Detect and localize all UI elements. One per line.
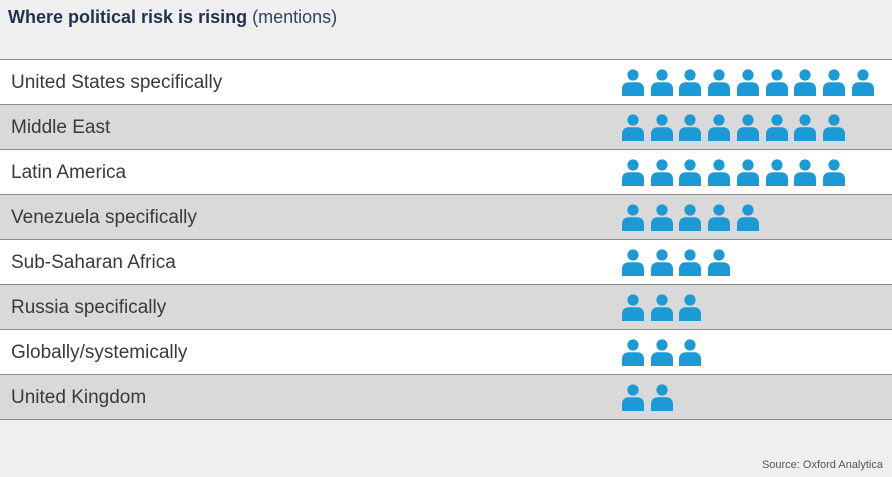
row-label: United States specifically — [11, 72, 223, 93]
person-icon — [622, 294, 644, 321]
person-icon — [708, 69, 731, 96]
person-icon — [708, 159, 731, 186]
person-icon — [679, 114, 702, 141]
person-icon — [650, 69, 673, 96]
icon-track — [622, 384, 888, 411]
person-icon — [822, 69, 845, 96]
row-label: Middle East — [11, 117, 111, 138]
person-icon — [822, 159, 845, 186]
person-icon — [679, 69, 702, 96]
chart-row: Venezuela specifically — [0, 195, 892, 240]
person-icon — [679, 249, 702, 276]
person-icon — [794, 114, 817, 141]
person-icon — [650, 384, 673, 411]
person-icon — [765, 69, 788, 96]
person-icon — [650, 114, 673, 141]
person-icon — [679, 204, 702, 231]
chart-row: Globally/systemically — [0, 330, 892, 375]
row-label: Sub-Saharan Africa — [11, 252, 176, 273]
person-icon — [622, 114, 644, 141]
pictograph-rows: United States specifically Middle East Lat… — [0, 59, 892, 420]
person-icon — [736, 159, 759, 186]
person-icon — [622, 204, 644, 231]
chart-row: Sub-Saharan Africa — [0, 240, 892, 285]
person-icon — [679, 294, 702, 321]
person-icon — [851, 69, 874, 96]
person-icon — [622, 249, 644, 276]
person-icon — [622, 339, 644, 366]
row-label: Venezuela specifically — [11, 207, 197, 228]
person-icon — [650, 249, 673, 276]
icon-track — [622, 204, 888, 231]
chart-title-main: Where political risk is rising — [8, 7, 248, 27]
person-icon — [822, 114, 845, 141]
row-label: United Kingdom — [11, 387, 147, 408]
person-icon — [794, 159, 817, 186]
person-icon — [736, 69, 759, 96]
icon-track — [622, 69, 888, 96]
chart-row: United States specifically — [0, 60, 892, 105]
person-icon — [622, 69, 644, 96]
person-icon — [765, 114, 788, 141]
icon-track — [622, 159, 888, 186]
chart-title-unit: (mentions) — [252, 7, 338, 27]
row-label: Latin America — [11, 162, 127, 183]
chart-title: Where political risk is rising (mentions… — [8, 6, 337, 28]
person-icon — [708, 204, 731, 231]
chart-row: Latin America — [0, 150, 892, 195]
person-icon — [650, 159, 673, 186]
icon-track — [622, 294, 888, 321]
icon-track — [622, 114, 888, 141]
person-icon — [650, 204, 673, 231]
person-icon — [736, 114, 759, 141]
person-icon — [650, 294, 673, 321]
chart-row: United Kingdom — [0, 375, 892, 420]
icon-track — [622, 339, 888, 366]
chart-row: Russia specifically — [0, 285, 892, 330]
person-icon — [794, 69, 817, 96]
source-note: Source: Oxford Analytica — [761, 459, 883, 471]
row-label: Russia specifically — [11, 297, 167, 318]
person-icon — [622, 384, 644, 411]
person-icon — [622, 159, 644, 186]
person-icon — [679, 159, 702, 186]
person-icon — [650, 339, 673, 366]
person-icon — [708, 249, 731, 276]
chart-row: Middle East — [0, 105, 892, 150]
person-icon — [679, 339, 702, 366]
person-icon — [736, 204, 759, 231]
row-label: Globally/systemically — [11, 342, 188, 363]
icon-track — [622, 249, 888, 276]
person-icon — [708, 114, 731, 141]
person-icon — [765, 159, 788, 186]
